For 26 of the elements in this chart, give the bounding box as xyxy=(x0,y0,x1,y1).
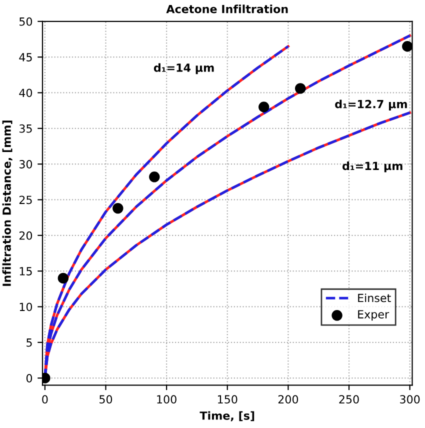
y-tick-label: 45 xyxy=(19,53,32,62)
x-axis-title: Time, [s] xyxy=(200,411,254,422)
y-tick-label: 30 xyxy=(19,160,32,168)
annotation: d₁=12.7 μm xyxy=(335,100,407,110)
x-tick-label: 150 xyxy=(218,395,238,404)
y-tick-label: 15 xyxy=(20,267,32,276)
annotation: d₁=14 μm xyxy=(154,63,214,74)
y-tick-label: 25 xyxy=(19,196,32,204)
y-tick-label: 5 xyxy=(26,338,32,347)
legend-label: Exper xyxy=(358,310,390,321)
x-tick-label: 0 xyxy=(42,395,48,404)
y-tick-label: 35 xyxy=(19,124,32,133)
x-tick-label: 250 xyxy=(339,395,359,404)
annotation: d₁=11 μm xyxy=(342,162,402,172)
chart-title: Acetone Infiltration xyxy=(166,4,288,14)
x-tick-label: 50 xyxy=(100,395,112,404)
y-tick-label: 50 xyxy=(19,17,32,26)
y-tick-label: 0 xyxy=(26,374,32,382)
y-tick-label: 10 xyxy=(20,302,32,312)
y-axis-title: Infiltration Distance, [mm] xyxy=(2,120,12,286)
y-tick-label: 20 xyxy=(19,231,32,240)
x-tick-label: 300 xyxy=(400,395,420,404)
x-tick-label: 100 xyxy=(157,395,176,404)
x-tick-label: 200 xyxy=(278,395,298,404)
legend-label: Einset xyxy=(358,294,391,302)
y-tick-label: 40 xyxy=(19,88,32,98)
